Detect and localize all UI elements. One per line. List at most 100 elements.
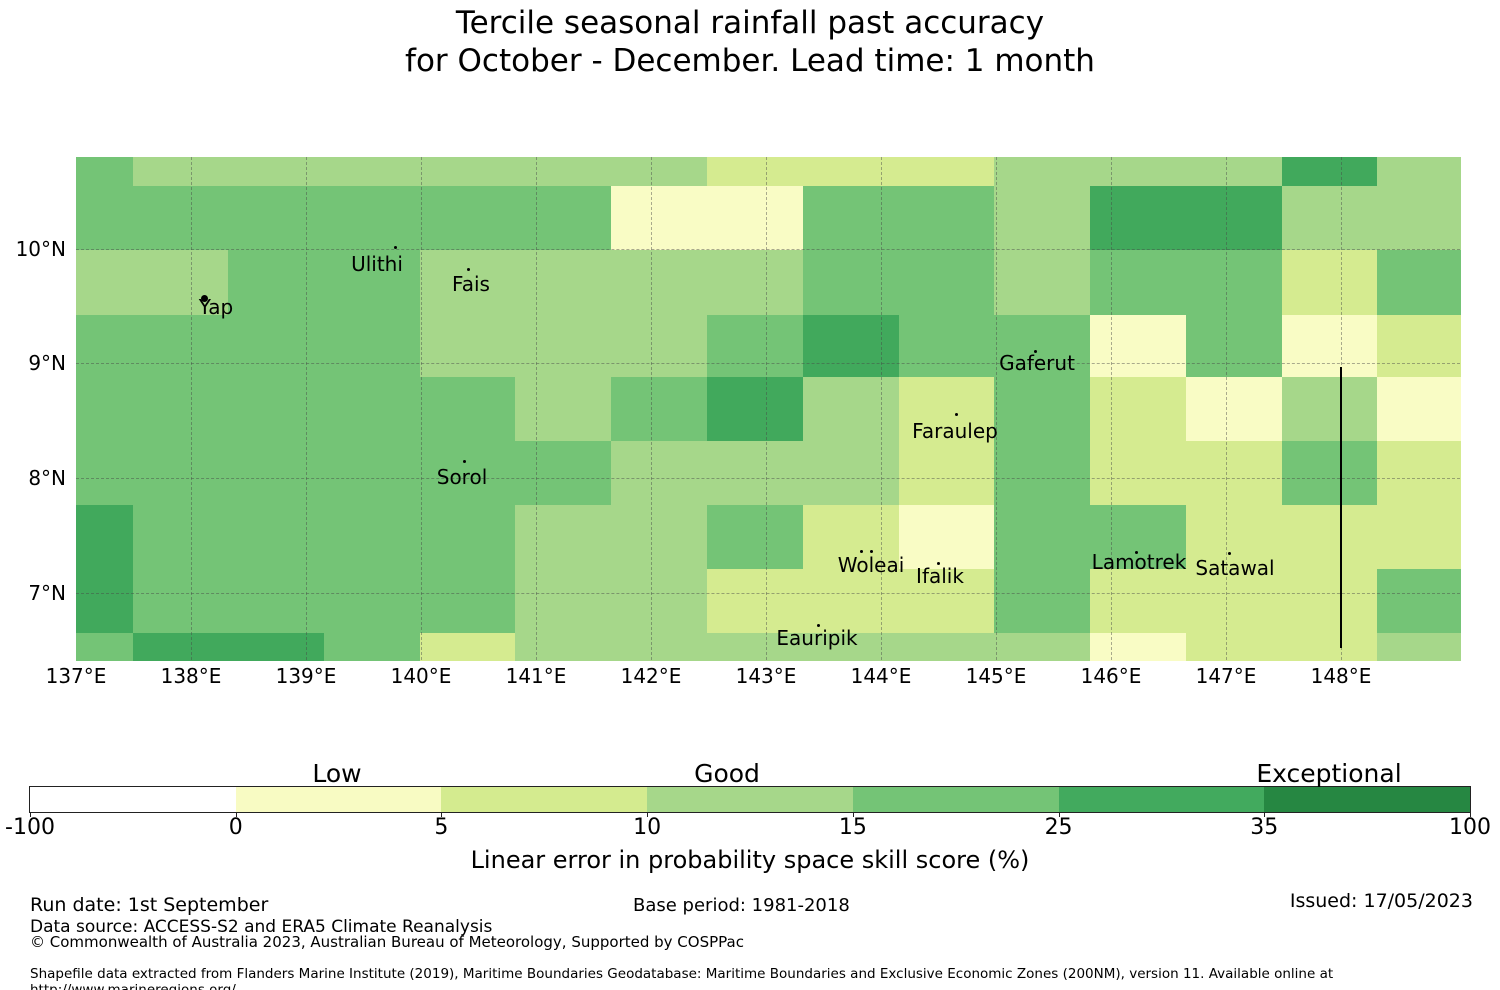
- chart-title: Tercile seasonal rainfall past accuracy …: [0, 4, 1500, 80]
- grid-cell: [707, 186, 804, 251]
- island-label: Gaferut: [999, 351, 1075, 375]
- colorbar-tick-label: 0: [228, 815, 243, 840]
- grid-cell: [515, 250, 612, 316]
- longitude-tick-label: 148°E: [1310, 664, 1372, 688]
- longitude-tick-label: 142°E: [620, 664, 682, 688]
- grid-cell: [228, 505, 325, 570]
- rainfall-skill-map: Yap Ulithi Fais Sorol Gaferut Faraulep Woleai I…: [76, 157, 1461, 661]
- grid-cell: [324, 186, 421, 251]
- longitude-tick-label: 144°E: [850, 664, 912, 688]
- grid-cell: [420, 377, 516, 442]
- island-marker-dot: [393, 245, 397, 249]
- grid-cell: [1186, 315, 1283, 378]
- longitude-tick-label: 143°E: [735, 664, 797, 688]
- grid-cell: [76, 377, 134, 442]
- grid-cell: [228, 377, 325, 442]
- meridian-gridline: [306, 157, 307, 660]
- grid-cell: [899, 315, 995, 378]
- grid-cell: [994, 250, 1091, 316]
- data-source-text: Data source: ACCESS-S2 and ERA5 Climate …: [30, 917, 493, 937]
- chart-title-line1: Tercile seasonal rainfall past accuracy: [455, 5, 1045, 41]
- grid-cell: [1090, 569, 1187, 634]
- grid-cell: [707, 315, 804, 378]
- grid-cell: [76, 250, 134, 316]
- grid-cell: [420, 633, 516, 661]
- colorbar-tick-label: 35: [1250, 815, 1279, 840]
- grid-cell: [1186, 441, 1283, 506]
- grid-cell: [1186, 157, 1283, 187]
- grid-cell: [1186, 505, 1283, 570]
- parallel-gridline: [76, 478, 1460, 479]
- meridian-gridline: [1226, 157, 1227, 660]
- island-marker-dot: [200, 294, 208, 302]
- grid-cell: [707, 250, 804, 316]
- grid-cell: [515, 441, 612, 506]
- grid-cell: [1282, 250, 1378, 316]
- colorbar-tick-label: -100: [5, 815, 55, 840]
- grid-cell: [611, 315, 708, 378]
- grid-cell: [611, 186, 708, 251]
- island-marker-dot: [954, 412, 958, 416]
- grid-cell: [420, 569, 516, 634]
- colorbar-segment: [235, 787, 442, 812]
- grid-cell: [899, 441, 995, 506]
- colorbar-class-label: Low: [312, 759, 362, 788]
- colorbar-segment: [441, 787, 648, 812]
- grid-cell: [515, 377, 612, 442]
- grid-cell: [994, 186, 1091, 251]
- grid-cell: [1090, 250, 1187, 316]
- grid-cell: [1090, 315, 1187, 378]
- parallel-gridline: [76, 249, 1460, 250]
- grid-cell: [515, 569, 612, 634]
- grid-cell: [707, 441, 804, 506]
- grid-cell: [899, 633, 995, 661]
- copyright-text: © Commonwealth of Australia 2023, Austra…: [30, 933, 744, 951]
- grid-cell: [1377, 633, 1461, 661]
- island-marker-dot: [1227, 551, 1231, 555]
- grid-cell: [420, 186, 516, 251]
- grid-cell: [611, 633, 708, 661]
- grid-cell: [803, 633, 900, 661]
- latitude-tick-label: 8°N: [28, 466, 66, 490]
- grid-cell: [420, 157, 516, 187]
- colorbar-axis-label: Linear error in probability space skill …: [470, 846, 1030, 874]
- grid-cell: [515, 315, 612, 378]
- longitude-tick-label: 146°E: [1080, 664, 1142, 688]
- island-label: Yap: [198, 295, 234, 319]
- grid-cell: [1186, 633, 1283, 661]
- meridian-gridline: [766, 157, 767, 660]
- grid-cell: [707, 569, 804, 634]
- latitude-tick-label: 10°N: [15, 237, 66, 261]
- grid-cell: [994, 377, 1091, 442]
- grid-cell: [1186, 186, 1283, 251]
- grid-cell: [324, 441, 421, 506]
- grid-cell: [899, 377, 995, 442]
- island-marker-dot: [816, 623, 820, 627]
- grid-cell: [707, 377, 804, 442]
- grid-cell: [899, 157, 995, 187]
- grid-cell: [1377, 250, 1461, 316]
- colorbar-tick-mark: [1264, 812, 1266, 817]
- colorbar-tick-mark: [1470, 812, 1471, 817]
- island-label: Lamotrek: [1091, 550, 1187, 574]
- island-marker-dot: [1134, 550, 1138, 554]
- latitude-tick-label: 9°N: [28, 351, 66, 375]
- colorbar-segment: [30, 787, 236, 812]
- grid-cell: [515, 186, 612, 251]
- grid-cell: [1377, 157, 1461, 187]
- longitude-tick-label: 147°E: [1195, 664, 1257, 688]
- colorbar-tick-label: 10: [633, 815, 662, 840]
- parallel-gridline: [76, 593, 1460, 594]
- grid-cell: [76, 157, 134, 187]
- grid-cell: [611, 441, 708, 506]
- island-label: Faraulep: [912, 419, 998, 443]
- grid-cell: [133, 186, 229, 251]
- colorbar-tick-mark: [235, 812, 237, 817]
- grid-cell: [1282, 377, 1378, 442]
- issued-date-text: Issued: 17/05/2023: [1289, 890, 1473, 912]
- grid-cell: [76, 441, 134, 506]
- grid-cell: [1282, 569, 1378, 634]
- grid-cell: [1186, 250, 1283, 316]
- grid-cell: [707, 505, 804, 570]
